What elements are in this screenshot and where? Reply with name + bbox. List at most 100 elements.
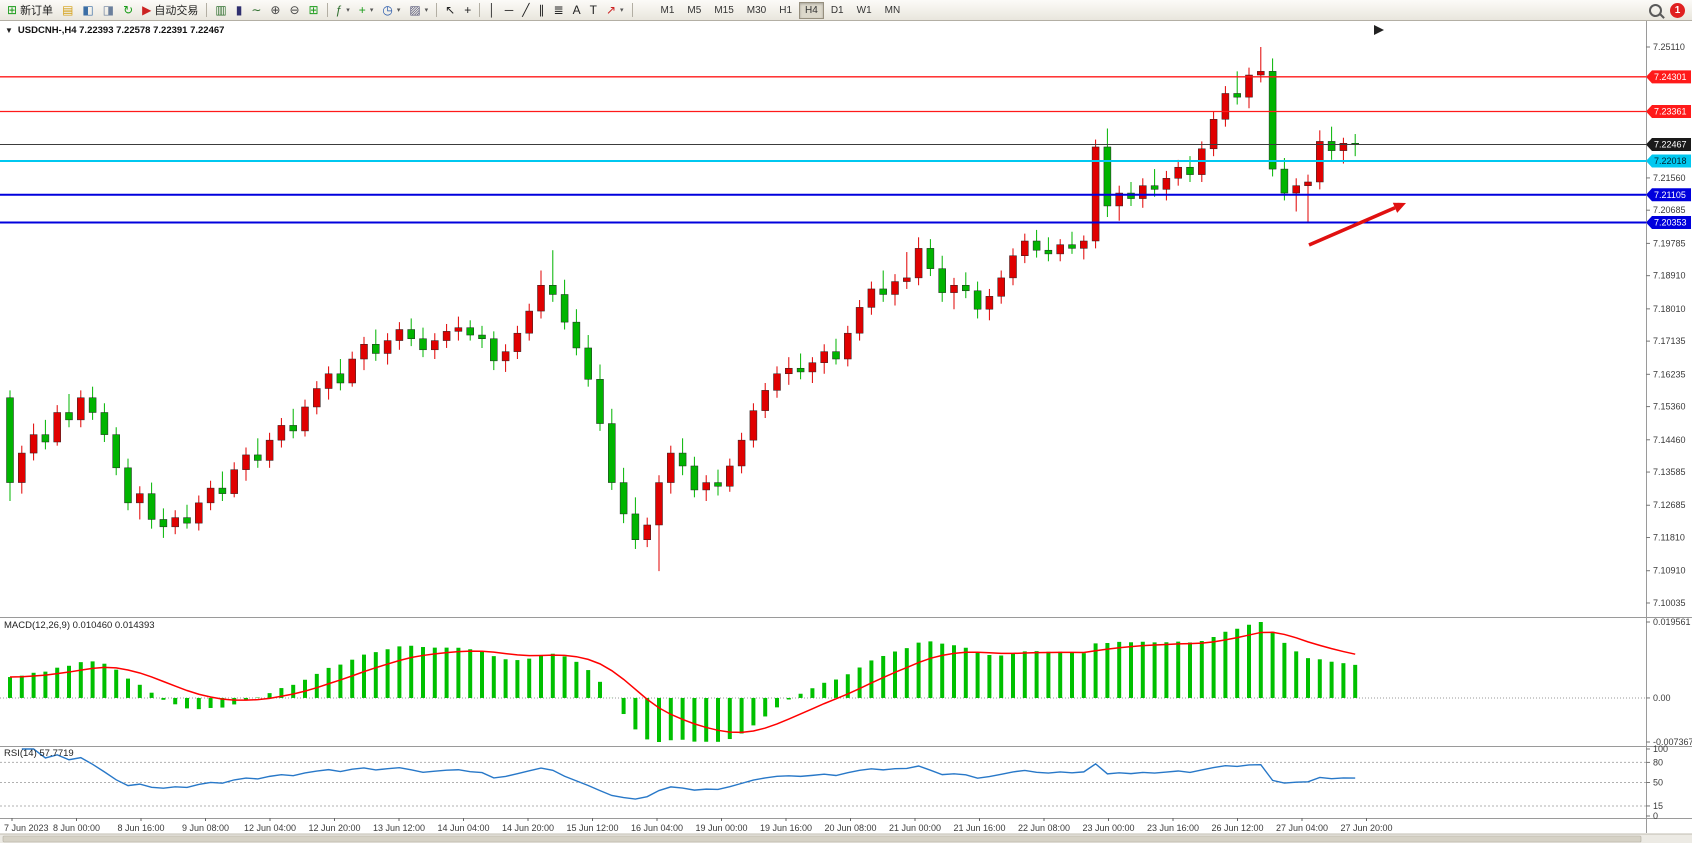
cursor-button[interactable]: ↖ (441, 1, 459, 19)
periods-button[interactable]: ◷ ▾ (378, 1, 404, 19)
time-axis-label: 7 Jun 2023 (4, 823, 49, 833)
channel-button[interactable]: ∥ (535, 1, 549, 19)
new-order-button[interactable]: ⊞ 新订单 (3, 1, 57, 19)
toolbar-separator (631, 3, 633, 17)
price-tick-label: 7.10035 (1653, 598, 1686, 608)
timeframe-h4-button[interactable]: H4 (799, 1, 824, 19)
time-axis-label: 27 Jun 20:00 (1340, 823, 1392, 833)
new-order-button-label: 新订单 (20, 5, 54, 17)
arrow-icon: ↗ (605, 3, 616, 17)
arrows-button[interactable]: ↗ ▾ (602, 1, 628, 19)
tile-windows-icon: ⊞ (308, 3, 319, 17)
price-badge (1646, 154, 1691, 168)
time-axis-label: 12 Jun 20:00 (308, 823, 360, 833)
rsi-axis-label: 50 (1653, 778, 1663, 788)
time-axis-label: 19 Jun 00:00 (695, 823, 747, 833)
profiles-button[interactable]: ▤ (58, 1, 77, 19)
rsi-line (21, 748, 1356, 800)
chart-title: ▼ USDCNH-,H4 7.22393 7.22578 7.22391 7.2… (5, 25, 224, 36)
trendline-button[interactable]: ╱ (518, 1, 533, 19)
rsi-axis-label: 0 (1653, 811, 1658, 821)
price-tick-label: 7.20685 (1653, 205, 1686, 215)
search-icon[interactable] (1649, 3, 1662, 17)
timeframe-m15-button[interactable]: M15 (708, 2, 739, 19)
crosshair-icon: + (464, 3, 472, 17)
autotrading-icon: ▶ (142, 3, 152, 17)
price-badge (1646, 105, 1691, 119)
price-tick-label: 7.16235 (1653, 369, 1686, 379)
timeframe-m30-button[interactable]: M30 (741, 2, 772, 19)
vertical-line-button[interactable]: │ (484, 1, 500, 19)
channel-icon: ∥ (538, 3, 545, 17)
timeframe-d1-button[interactable]: D1 (825, 2, 850, 19)
line-chart-button[interactable]: ∼ (247, 1, 265, 19)
navigator-button[interactable]: ↻ (119, 1, 137, 19)
candlestick-chart-button[interactable]: ▮ (232, 1, 247, 19)
zoom-in-button[interactable]: ⊕ (266, 1, 284, 19)
bar-chart-button[interactable]: ▥ (211, 1, 230, 19)
chart-collapse-icon[interactable]: ▼ (5, 26, 13, 35)
macd-panel[interactable] (0, 617, 1646, 746)
rsi-panel[interactable] (0, 746, 1646, 818)
timeframe-m5-button[interactable]: M5 (681, 2, 707, 19)
cursor-icon: ↖ (445, 3, 456, 17)
time-axis-label: 22 Jun 08:00 (1018, 823, 1070, 833)
text-button[interactable]: A (569, 1, 585, 19)
time-axis-label: 9 Jun 08:00 (182, 823, 229, 833)
chart-title-text: USDCNH-,H4 7.22393 7.22578 7.22391 7.224… (17, 25, 225, 36)
annotation-arrow[interactable] (1308, 202, 1406, 247)
add-indicator-button[interactable]: + ▾ (355, 1, 378, 19)
chart-shift-marker[interactable] (1374, 25, 1384, 35)
time-axis-label: 27 Jun 04:00 (1276, 823, 1328, 833)
toolbar-separator (479, 3, 481, 17)
text-label-icon: T (589, 3, 597, 17)
time-axis-label: 21 Jun 00:00 (889, 823, 941, 833)
price-tick-label: 7.18010 (1653, 304, 1686, 314)
price-tick-label: 7.18910 (1653, 271, 1686, 281)
timeframe-w1-button[interactable]: W1 (851, 2, 878, 19)
chart-plot-area[interactable] (0, 20, 1646, 617)
price-badge-label: 7.22018 (1654, 156, 1687, 166)
rsi-indicator-label: RSI(14) 57.7719 (4, 748, 74, 759)
price-badge (1646, 70, 1691, 84)
text-label-button[interactable]: T (586, 1, 601, 19)
scrollbar-thumb[interactable] (2, 835, 1642, 843)
data-window-button[interactable]: ◨ (99, 1, 118, 19)
caret-down-icon: ▾ (346, 7, 350, 14)
plus-icon: + (358, 3, 366, 17)
notification-badge[interactable]: 1 (1670, 2, 1685, 18)
indicators-button[interactable]: ƒ ▾ (332, 1, 354, 19)
fibonacci-icon: ≣ (553, 3, 564, 17)
chart-window[interactable]: 7.25110 7.21560 7.20685 7.19785 7.18910 7.180… (0, 20, 1692, 843)
templates-button[interactable]: ▨ ▾ (405, 1, 432, 19)
chart-canvas[interactable]: 7.25110 7.21560 7.20685 7.19785 7.18910 7.180… (0, 20, 1692, 843)
time-axis[interactable] (0, 818, 1692, 835)
price-tick-label: 7.15360 (1653, 402, 1686, 412)
time-axis-label: 19 Jun 16:00 (760, 823, 812, 833)
bar-chart-icon: ▥ (215, 3, 227, 17)
time-axis-label: 26 Jun 12:00 (1211, 823, 1263, 833)
zoom-out-button[interactable]: ⊖ (285, 1, 303, 19)
new-order-icon: ⊞ (7, 3, 18, 17)
timeframe-m1-button[interactable]: M1 (655, 2, 681, 19)
zoom-in-icon: ⊕ (270, 3, 281, 17)
crosshair-button[interactable]: + (460, 1, 475, 19)
timeframe-group: M1 M5 M15 M30 H1 H4 D1 W1 MN (655, 1, 907, 19)
fibonacci-button[interactable]: ≣ (550, 1, 568, 19)
timeframe-h1-button[interactable]: H1 (773, 2, 798, 19)
tile-windows-button[interactable]: ⊞ (305, 1, 323, 19)
market-watch-button[interactable]: ◧ (78, 1, 97, 19)
autotrading-button[interactable]: ▶ 自动交易 (138, 1, 202, 19)
price-badge (1646, 215, 1691, 229)
rsi-axis-label: 80 (1653, 757, 1663, 767)
price-badge-label: 7.22467 (1654, 140, 1687, 150)
candlestick-icon: ▮ (235, 3, 243, 17)
timeframe-mn-button[interactable]: MN (879, 2, 907, 19)
price-badge-label: 7.24301 (1654, 72, 1687, 82)
time-axis-label: 15 Jun 12:00 (566, 823, 618, 833)
caret-down-icon: ▾ (620, 7, 624, 14)
time-axis-label: 20 Jun 08:00 (824, 823, 876, 833)
horizontal-line-button[interactable]: ─ (501, 1, 518, 19)
time-axis-label: 14 Jun 20:00 (502, 823, 554, 833)
rsi-axis-label: 100 (1653, 744, 1668, 754)
